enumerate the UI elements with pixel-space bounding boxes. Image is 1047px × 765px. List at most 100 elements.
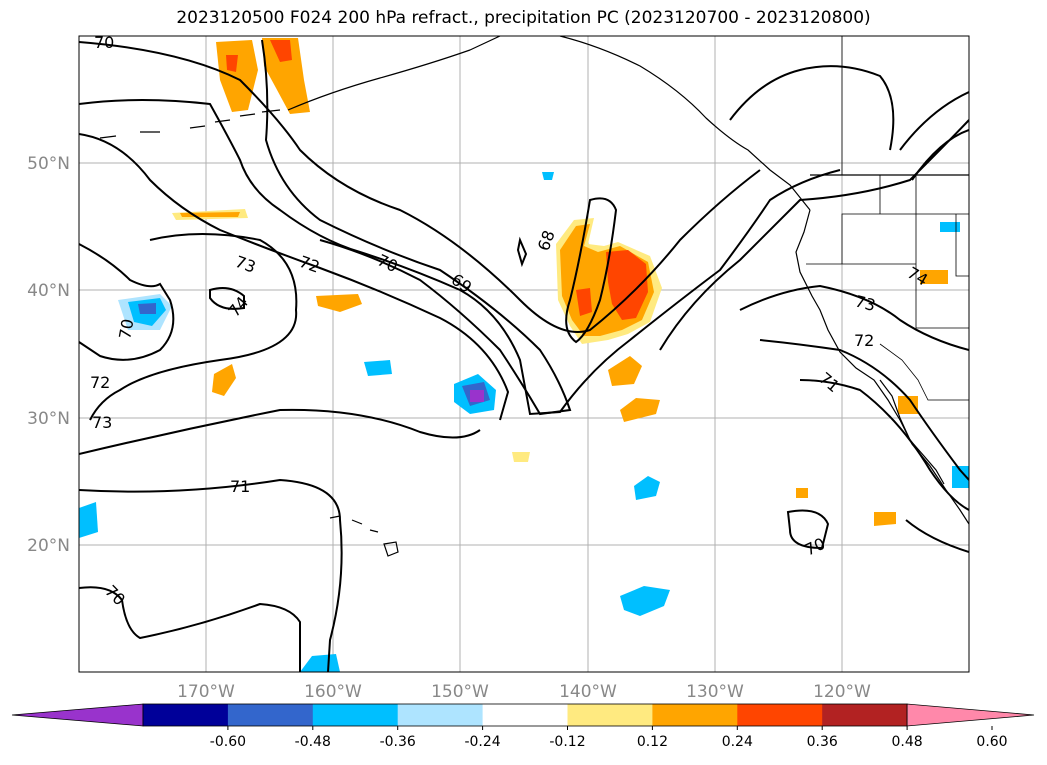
colorbar-tick-label: -0.12: [549, 734, 585, 750]
colorbar-tick-label: -0.24: [464, 734, 500, 750]
contour-line: [209, 287, 245, 310]
contour-label: 70: [94, 33, 114, 52]
precip-negative-blob: [940, 222, 960, 232]
colorbar-tick-label: -0.48: [295, 734, 331, 750]
precip-very-strong-negative-blob: [470, 390, 484, 402]
contour-line: [79, 478, 343, 672]
precip-positive-blob: [874, 512, 896, 526]
map-area: 70 73 72 70 69 68 74 70 72 73 71 70 73 7…: [79, 33, 969, 672]
precip-positive-blob: [620, 398, 660, 422]
contour-line: [799, 379, 969, 511]
lon-label: 160°W: [304, 682, 362, 702]
colorbar-tick-label: 0.60: [976, 734, 1007, 750]
lon-label: 140°W: [559, 682, 617, 702]
contour-line: [899, 91, 969, 181]
colorbar-segment: [822, 704, 908, 726]
colorbar: -0.60 -0.48 -0.36 -0.24 -0.12 0.12 0.24 0.36 0.4…: [11, 703, 1035, 750]
precip-negative-blob: [364, 360, 392, 376]
colorbar-tick-label: -0.60: [210, 734, 246, 750]
latitude-labels: 50°N 40°N 30°N 20°N: [27, 154, 70, 556]
lon-label: 150°W: [431, 682, 489, 702]
precip-negative-blob: [634, 476, 660, 500]
precip-positive-blob: [216, 40, 258, 112]
lon-label: 130°W: [686, 682, 744, 702]
contour-line: [79, 41, 761, 333]
colorbar-tick-label: -0.36: [380, 734, 416, 750]
contour-line: [261, 39, 572, 416]
gridlines: [79, 36, 969, 672]
contour-line: [79, 243, 175, 361]
map-frame: [78, 35, 970, 673]
contour-line: [565, 197, 618, 344]
contour-line: [786, 509, 830, 550]
colorbar-tick-label: 0.48: [892, 734, 923, 750]
contour-label: 73: [853, 292, 878, 316]
colorbar-extend-high: [906, 703, 1035, 727]
lat-label: 30°N: [27, 409, 70, 429]
precip-negative-blob: [952, 466, 969, 488]
precip-positive-blob: [212, 364, 236, 396]
colorbar-frame: [142, 703, 908, 727]
contour-line: [79, 133, 510, 421]
contour-label: 73: [92, 413, 112, 432]
colorbar-segment: [312, 704, 399, 726]
colorbar-segment: [567, 704, 653, 726]
precip-positive-blob: [608, 356, 642, 386]
colorbar-tick-label: 0.12: [637, 734, 668, 750]
contour-label: 74: [904, 263, 931, 290]
state-borders: [806, 175, 969, 401]
baja-coastline: [879, 379, 945, 485]
precip-negative-blob: [79, 502, 98, 538]
precip-strong-positive-blob: [270, 40, 292, 62]
hawaii-islands: [329, 515, 399, 557]
precip-positive-blob: [262, 38, 310, 114]
lon-label: 170°W: [177, 682, 235, 702]
contour-label: 71: [230, 477, 250, 496]
precip-shading: [79, 38, 969, 672]
contour-line: [79, 99, 841, 416]
map-title: 2023120500 F024 200 hPa refract., precip…: [176, 8, 871, 28]
north-america-coastline: [795, 209, 969, 525]
precip-negative-blob: [300, 654, 340, 672]
colorbar-segment: [143, 704, 229, 726]
contour-label: 70: [115, 317, 137, 340]
contour-label: 72: [854, 331, 874, 350]
contour-labels: 70 73 72 70 69 68 74 70 72 73 71 70 73 7…: [90, 33, 931, 609]
refractivity-contours: [79, 39, 969, 672]
precip-positive-blob: [920, 270, 948, 284]
contour-line: [729, 65, 895, 151]
contour-line: [516, 236, 528, 268]
contour-label: 72: [90, 373, 110, 392]
precip-negative-blob: [542, 172, 554, 180]
contour-line: [79, 408, 481, 455]
lat-label: 20°N: [27, 536, 70, 556]
contour-line: [89, 233, 298, 421]
lon-label: 120°W: [813, 682, 871, 702]
contour-line: [905, 519, 969, 553]
precip-strong-negative-blob: [138, 303, 156, 314]
precip-positive-blob: [316, 294, 362, 312]
contour-line: [739, 284, 969, 351]
colorbar-extend-low: [11, 703, 144, 727]
precip-strong-positive-blob: [226, 55, 238, 72]
precip-strong-positive-blob: [576, 288, 592, 316]
colorbar-segment: [482, 704, 568, 726]
precip-weak-positive-blob: [512, 452, 530, 462]
colorbar-tick-label: 0.24: [722, 734, 753, 750]
contour-label: 68: [534, 228, 559, 254]
colorbar-tick-label: 0.36: [807, 734, 838, 750]
colorbar-segment: [652, 704, 738, 726]
precip-positive-blob: [898, 396, 918, 414]
contour-label: 73: [233, 252, 259, 277]
contour-label: 74: [225, 293, 253, 321]
longitude-labels: 170°W 160°W 150°W 140°W 130°W 120°W: [177, 682, 871, 702]
lat-label: 50°N: [27, 154, 70, 174]
contour-label: 72: [297, 252, 323, 277]
colorbar-segment: [737, 704, 823, 726]
contour-line: [759, 339, 969, 481]
contour-label: 71: [815, 369, 843, 397]
precip-positive-blob: [796, 488, 808, 498]
lat-label: 40°N: [27, 281, 70, 301]
aleutian-islands: [99, 109, 281, 139]
colorbar-segment: [227, 704, 314, 726]
